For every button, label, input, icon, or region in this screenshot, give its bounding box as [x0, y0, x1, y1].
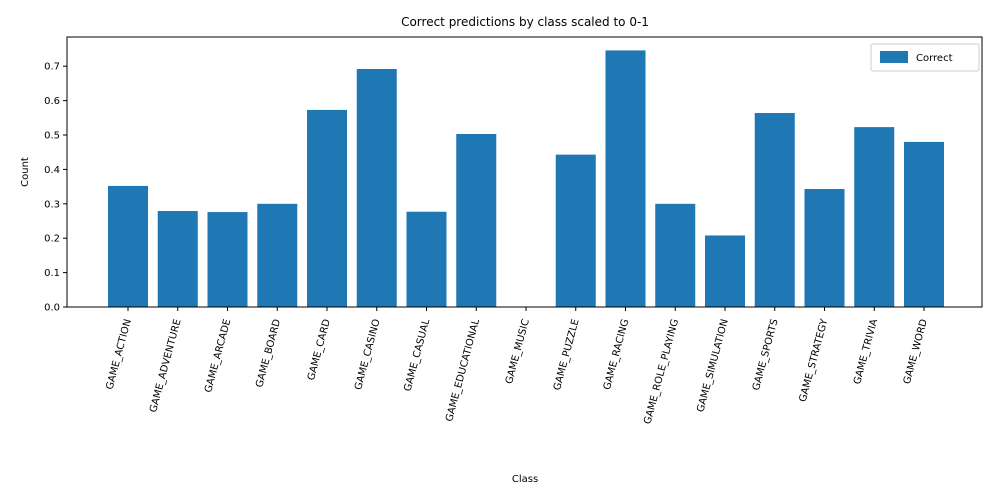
bar-game-puzzle	[555, 154, 596, 307]
bar-game-casual	[406, 211, 447, 307]
bar-game-arcade	[207, 212, 248, 307]
legend-swatch-correct	[880, 51, 908, 63]
bar-game-educational	[456, 133, 497, 307]
bar-game-adventure	[157, 211, 198, 307]
bar-game-role-playing	[655, 203, 696, 307]
bar-game-strategy	[804, 189, 845, 307]
y-tick-label: 0.5	[44, 131, 60, 142]
bar-game-trivia	[854, 127, 895, 307]
plot-frame	[66, 36, 983, 308]
y-tick-label: 0.7	[44, 62, 60, 73]
bar-game-board	[257, 203, 298, 307]
legend: Correct	[870, 43, 980, 72]
legend-label-correct: Correct	[916, 53, 953, 64]
legend-box	[870, 43, 980, 72]
chart-title: Correct predictions by class scaled to 0…	[401, 15, 649, 29]
y-tick-label: 0.4	[44, 165, 60, 176]
bar-game-card	[307, 109, 347, 307]
bar-game-simulation	[705, 235, 745, 307]
bar-game-word	[904, 141, 944, 307]
bar-game-sports	[754, 113, 795, 307]
y-axis-label: Count	[20, 157, 31, 187]
y-tick-label: 0.6	[44, 96, 60, 107]
y-tick-label: 0.1	[44, 268, 60, 279]
y-tick-label: 0.3	[44, 199, 60, 210]
bar-game-action	[108, 185, 148, 307]
y-tick-label: 0.2	[44, 234, 60, 245]
bar-game-racing	[605, 50, 646, 308]
bar-game-casino	[356, 68, 397, 307]
x-axis-label: Class	[512, 474, 538, 485]
y-tick-label: 0.0	[44, 303, 60, 314]
